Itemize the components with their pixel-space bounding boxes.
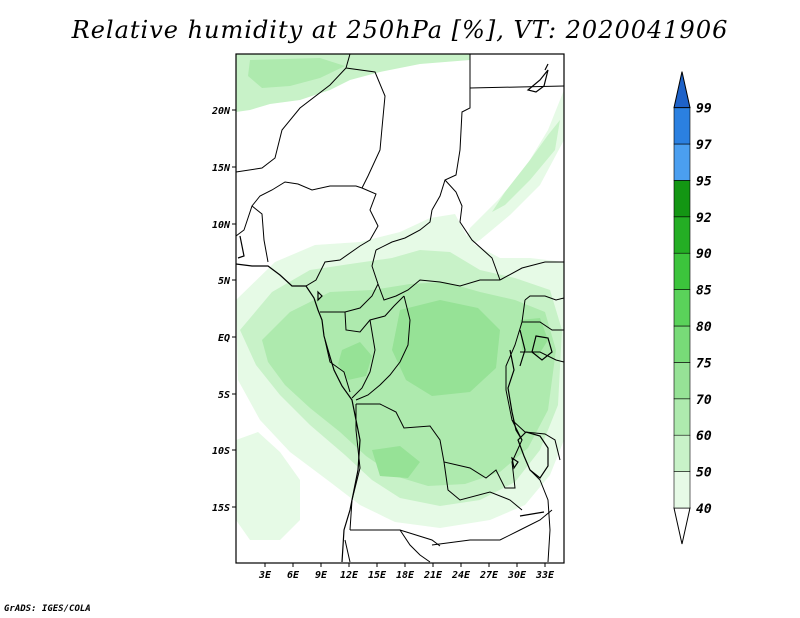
map-frame (235, 53, 565, 564)
lat-label: 15N (212, 163, 231, 174)
lat-label: 15S (212, 503, 230, 514)
colorbar-label: 95 (696, 174, 712, 189)
colorbar-label: 60 (696, 429, 712, 444)
colorbar: 40 50 60 70 75 80 85 90 92 95 97 99 (673, 71, 712, 545)
colorbar-under-triangle (673, 507, 691, 545)
colorbar-segment (673, 289, 691, 327)
lon-label: 3E (258, 570, 272, 581)
longitude-axis: 3E 6E 9E 12E 15E 18E 21E 24E 27E 30E 33E (258, 563, 555, 581)
lon-label: 12E (340, 570, 359, 581)
map-title: Relative humidity at 250hPa [%], VT: 202… (71, 16, 729, 44)
colorbar-segment (673, 252, 691, 290)
colorbar-label: 70 (696, 393, 712, 408)
colorbar-label: 92 (696, 211, 712, 226)
colorbar-label: 97 (696, 138, 712, 153)
lat-label: 20N (211, 106, 231, 117)
colorbar-label: 80 (696, 320, 712, 335)
lon-label: 30E (507, 570, 527, 581)
colorbar-over-triangle (673, 71, 691, 109)
lat-label: EQ (218, 333, 230, 344)
colorbar-label: 50 (696, 466, 712, 481)
lon-label: 6E (287, 570, 300, 581)
coastlines (236, 63, 553, 563)
colorbar-label: 85 (696, 284, 712, 299)
latitude-axis: 20N 15N 10N 5N EQ 5S 10S 15S (211, 106, 236, 514)
colorbar-label: 90 (696, 247, 712, 262)
lat-label: 5N (218, 276, 231, 287)
lon-label: 18E (396, 570, 415, 581)
lon-label: 9E (315, 570, 328, 581)
grads-credit: GrADS: IGES/COLA (4, 604, 91, 614)
lat-label: 10S (212, 446, 230, 457)
colorbar-segment (673, 180, 691, 218)
colorbar-label: 99 (696, 102, 712, 117)
colorbar-segment (673, 362, 691, 400)
lat-label: 10N (212, 220, 231, 231)
lon-label: 24E (451, 570, 471, 581)
colorbar-segment (673, 216, 691, 254)
lon-label: 33E (535, 570, 555, 581)
colorbar-label: 75 (696, 356, 712, 371)
colorbar-segment (673, 143, 691, 181)
colorbar-segment (673, 398, 691, 436)
colorbar-segment (673, 434, 691, 472)
country-borders (236, 54, 564, 563)
lon-label: 15E (368, 570, 387, 581)
lon-label: 21E (423, 570, 443, 581)
colorbar-segment (673, 107, 691, 145)
lon-label: 27E (479, 570, 499, 581)
colorbar-segment (673, 471, 691, 509)
lat-label: 5S (218, 390, 230, 401)
colorbar-label: 40 (696, 502, 712, 517)
colorbar-segment (673, 325, 691, 363)
